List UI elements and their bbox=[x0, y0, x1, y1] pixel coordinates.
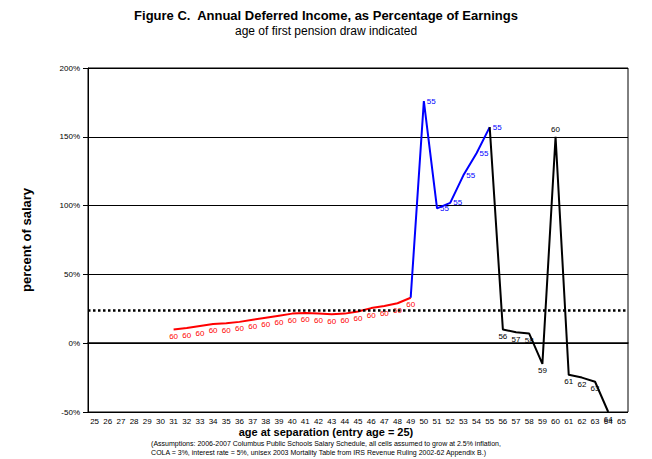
svg-text:55: 55 bbox=[427, 97, 436, 106]
svg-text:56: 56 bbox=[498, 332, 507, 341]
svg-text:34: 34 bbox=[209, 417, 218, 426]
svg-text:28: 28 bbox=[130, 417, 139, 426]
svg-text:150%: 150% bbox=[60, 132, 80, 141]
svg-text:47: 47 bbox=[380, 417, 389, 426]
svg-text:62: 62 bbox=[577, 380, 586, 389]
svg-text:32: 32 bbox=[182, 417, 191, 426]
svg-text:64: 64 bbox=[604, 415, 613, 424]
svg-text:60: 60 bbox=[169, 332, 178, 341]
svg-text:49: 49 bbox=[406, 417, 415, 426]
svg-text:63: 63 bbox=[591, 384, 600, 393]
svg-text:61: 61 bbox=[564, 377, 573, 386]
svg-text:100%: 100% bbox=[60, 201, 80, 210]
svg-text:62: 62 bbox=[577, 417, 586, 426]
svg-text:51: 51 bbox=[433, 417, 442, 426]
svg-text:age of first pension draw indi: age of first pension draw indicated bbox=[235, 24, 417, 38]
svg-text:35: 35 bbox=[222, 417, 231, 426]
svg-text:60: 60 bbox=[327, 317, 336, 326]
svg-text:58: 58 bbox=[525, 417, 534, 426]
svg-text:43: 43 bbox=[327, 417, 336, 426]
svg-text:42: 42 bbox=[314, 417, 323, 426]
svg-text:33: 33 bbox=[195, 417, 204, 426]
svg-text:53: 53 bbox=[459, 417, 468, 426]
svg-text:31: 31 bbox=[169, 417, 178, 426]
svg-text:COLA = 3%, interest rate = 5%,: COLA = 3%, interest rate = 5%, unisex 20… bbox=[151, 449, 486, 457]
svg-text:39: 39 bbox=[275, 417, 284, 426]
svg-text:60: 60 bbox=[275, 318, 284, 327]
svg-text:Figure C. Annual Deferred Inc: Figure C. Annual Deferred Income, as Per… bbox=[134, 8, 518, 23]
svg-text:60: 60 bbox=[551, 125, 560, 134]
svg-text:(Assumptions: 2006-2007 Columb: (Assumptions: 2006-2007 Columbus Public … bbox=[151, 440, 501, 448]
svg-text:61: 61 bbox=[564, 417, 573, 426]
svg-text:60: 60 bbox=[195, 329, 204, 338]
svg-text:55: 55 bbox=[485, 417, 494, 426]
svg-text:60: 60 bbox=[367, 311, 376, 320]
svg-text:55: 55 bbox=[453, 198, 462, 207]
svg-text:27: 27 bbox=[116, 417, 125, 426]
svg-text:63: 63 bbox=[591, 417, 600, 426]
svg-text:60: 60 bbox=[235, 324, 244, 333]
svg-text:55: 55 bbox=[440, 204, 449, 213]
svg-text:52: 52 bbox=[446, 417, 455, 426]
svg-text:percent of salary: percent of salary bbox=[19, 187, 34, 292]
svg-text:60: 60 bbox=[393, 305, 402, 315]
svg-text:59: 59 bbox=[538, 366, 547, 375]
svg-text:55: 55 bbox=[466, 171, 475, 180]
svg-text:37: 37 bbox=[248, 417, 257, 426]
svg-text:59: 59 bbox=[538, 417, 547, 426]
svg-text:58: 58 bbox=[525, 336, 534, 345]
svg-text:60: 60 bbox=[340, 316, 349, 325]
svg-text:57: 57 bbox=[512, 417, 521, 426]
svg-text:57: 57 bbox=[512, 335, 521, 344]
svg-text:50: 50 bbox=[419, 417, 428, 426]
svg-text:25: 25 bbox=[90, 417, 99, 426]
svg-text:60: 60 bbox=[551, 417, 560, 426]
svg-text:60: 60 bbox=[301, 315, 310, 324]
svg-text:age at separation (entry age =: age at separation (entry age = 25) bbox=[239, 426, 414, 438]
svg-text:60: 60 bbox=[209, 326, 218, 335]
svg-text:45: 45 bbox=[354, 417, 363, 426]
svg-text:60: 60 bbox=[379, 308, 389, 318]
svg-text:29: 29 bbox=[143, 417, 152, 426]
svg-text:38: 38 bbox=[261, 417, 270, 426]
svg-text:60: 60 bbox=[314, 316, 323, 325]
svg-text:60: 60 bbox=[288, 316, 297, 325]
svg-text:0%: 0% bbox=[68, 339, 80, 348]
svg-text:60: 60 bbox=[406, 300, 415, 309]
svg-text:55: 55 bbox=[493, 123, 502, 132]
svg-text:56: 56 bbox=[498, 417, 507, 426]
svg-text:30: 30 bbox=[156, 417, 165, 426]
svg-text:-50%: -50% bbox=[61, 408, 80, 417]
svg-text:60: 60 bbox=[248, 322, 257, 331]
svg-text:44: 44 bbox=[340, 417, 349, 426]
svg-text:60: 60 bbox=[261, 320, 270, 329]
svg-text:65: 65 bbox=[617, 417, 626, 426]
svg-text:60: 60 bbox=[182, 331, 191, 340]
svg-text:48: 48 bbox=[393, 417, 402, 426]
svg-text:41: 41 bbox=[301, 417, 310, 426]
svg-text:50%: 50% bbox=[64, 270, 80, 279]
svg-text:40: 40 bbox=[288, 417, 297, 426]
svg-text:46: 46 bbox=[367, 417, 376, 426]
svg-text:200%: 200% bbox=[60, 64, 80, 73]
svg-text:55: 55 bbox=[480, 149, 489, 158]
svg-text:60: 60 bbox=[354, 314, 363, 323]
svg-text:60: 60 bbox=[222, 326, 231, 335]
svg-text:26: 26 bbox=[103, 417, 112, 426]
svg-text:36: 36 bbox=[235, 417, 244, 426]
svg-text:54: 54 bbox=[472, 417, 481, 426]
